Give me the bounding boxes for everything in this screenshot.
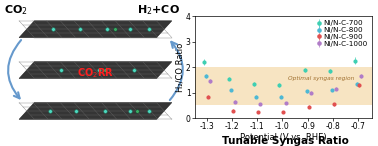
- Legend: Ni/N-C-700, Ni/N-C-800, Ni/N-C-900, Ni/N-C-1000: Ni/N-C-700, Ni/N-C-800, Ni/N-C-900, Ni/N…: [316, 20, 368, 47]
- Polygon shape: [19, 21, 172, 38]
- Text: CO$_2$: CO$_2$: [4, 3, 28, 17]
- Text: Optimal syngas region: Optimal syngas region: [288, 76, 354, 81]
- Text: Tunable Syngas Ratio: Tunable Syngas Ratio: [222, 136, 349, 146]
- Polygon shape: [19, 103, 172, 119]
- Text: H$_2$+CO: H$_2$+CO: [138, 3, 180, 17]
- Polygon shape: [19, 62, 172, 79]
- Bar: [195, 67, 372, 105]
- Y-axis label: H₂/CO Ratio: H₂/CO Ratio: [175, 42, 184, 92]
- Text: CO$_2$RR: CO$_2$RR: [77, 66, 114, 80]
- X-axis label: Potential (V vs. RHE): Potential (V vs. RHE): [240, 133, 327, 142]
